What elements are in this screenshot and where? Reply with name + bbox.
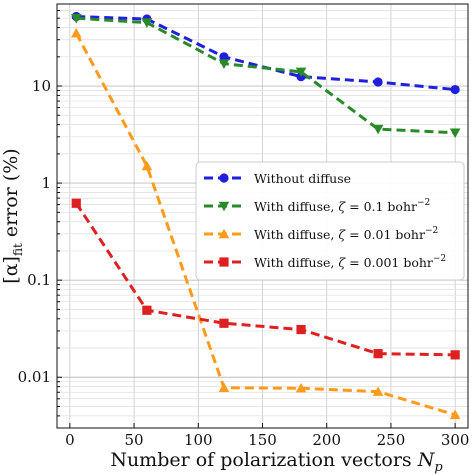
x-tick-label: 0: [65, 431, 75, 449]
x-tick-label: 300: [441, 431, 470, 449]
x-tick-label: 200: [312, 431, 341, 449]
triangle-down-marker: [218, 59, 230, 69]
y-tick-label: 0.1: [27, 271, 51, 289]
series-1: [71, 11, 460, 95]
y-tick-label: 10: [32, 77, 51, 95]
legend-label: With diffuse, ζ = 0.01 bohr−2: [254, 226, 438, 242]
square-marker: [219, 257, 229, 267]
series-2: [70, 13, 461, 139]
series-line: [74, 32, 456, 417]
legend: Without diffuse With diffuse, ζ = 0.1 boh…: [195, 161, 465, 281]
square-marker: [142, 305, 152, 315]
series-3: [70, 27, 461, 420]
square-marker: [71, 198, 81, 208]
square-marker: [450, 350, 460, 360]
triangle-up-marker: [141, 160, 153, 171]
x-axis-title: Number of polarization vectors Np: [110, 449, 443, 474]
x-tick-label: 150: [248, 431, 277, 449]
triangle-down-marker: [372, 124, 384, 135]
circle-marker: [450, 84, 460, 95]
legend-item: Without diffuse: [204, 171, 351, 186]
triangle-up-marker: [70, 27, 82, 38]
legend-box: [195, 161, 465, 281]
legend-item: With diffuse, ζ = 0.01 bohr−2: [204, 226, 438, 242]
legend-label: With diffuse, ζ = 0.001 bohr−2: [254, 254, 446, 270]
triangle-up-marker: [372, 386, 384, 396]
triangle-down-marker: [70, 13, 82, 24]
circle-marker: [373, 77, 383, 87]
legend-label: With diffuse, ζ = 0.1 bohr−2: [254, 198, 430, 214]
triangle-down-marker: [449, 128, 461, 139]
square-marker: [296, 324, 306, 335]
y-axis-title: [α]fit error (%): [0, 148, 25, 283]
triangle-up-marker: [295, 382, 307, 393]
circle-marker: [219, 173, 229, 183]
x-tick-label: 250: [377, 431, 406, 449]
triangle-up-marker: [218, 382, 230, 392]
circle-marker: [219, 52, 229, 62]
square-marker: [373, 349, 383, 359]
axes: 0 50 100 150 200 250 300 0.01 0.1 1 10: [18, 3, 470, 449]
triangle-down-marker: [295, 67, 307, 78]
legend-item: With diffuse, ζ = 0.1 bohr−2: [204, 198, 430, 214]
triangle-up-marker: [218, 228, 230, 239]
series-line: [76, 16, 456, 135]
y-tick-label: 0.01: [18, 368, 51, 386]
plot-series: [70, 11, 461, 420]
series-line: [75, 202, 456, 357]
square-marker: [219, 318, 229, 328]
y-tick-label: 1: [41, 174, 51, 192]
series-4: [71, 198, 460, 360]
legend-label: Without diffuse: [254, 171, 351, 186]
x-tick-label: 50: [125, 431, 144, 449]
triangle-up-marker: [449, 409, 461, 420]
x-tick-label: 100: [184, 431, 213, 449]
legend-item: With diffuse, ζ = 0.001 bohr−2: [204, 254, 446, 270]
triangle-down-marker: [141, 18, 153, 28]
triangle-down-marker: [218, 201, 230, 212]
